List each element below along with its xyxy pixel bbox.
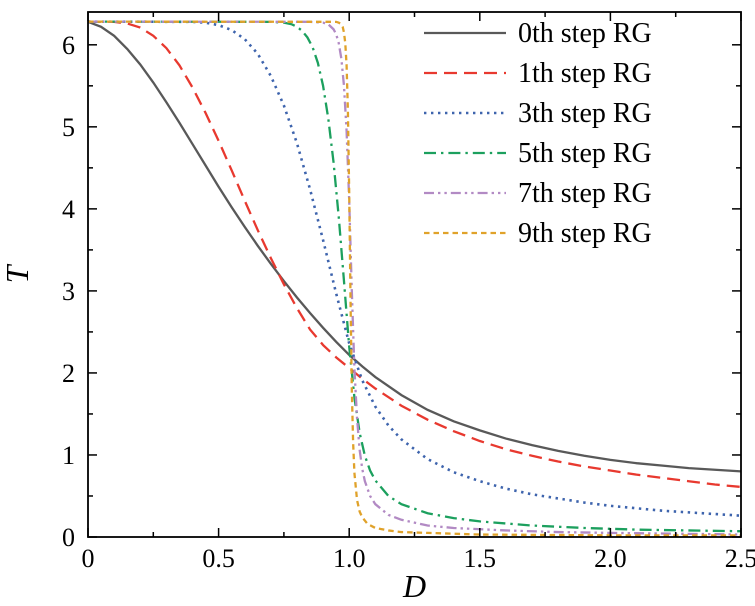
curve-1th-step-rg [87,20,742,489]
legend-label-1th-step-rg: 1th step RG [518,58,652,89]
x-tick-label: 1.0 [333,544,366,573]
legend-entry-9th-step-rg: 9th step RG [424,218,652,249]
x-tick-label: 2.5 [725,544,755,573]
legend-label-7th-step-rg: 7th step RG [518,178,652,209]
y-tick-label: 0 [62,523,75,552]
y-tick-label: 2 [62,359,75,388]
legend-label-5th-step-rg: 5th step RG [518,138,652,169]
curve-3th-step-rg [87,20,742,517]
legend-label-3th-step-rg: 3th step RG [518,98,652,129]
legend-entry-1th-step-rg: 1th step RG [424,58,652,89]
y-axis-label: T [0,263,35,283]
y-tick-label: 4 [62,195,75,224]
legend-entry-7th-step-rg: 7th step RG [424,178,652,209]
curve-9th-step-rg [87,20,741,537]
plot-frame [87,11,742,538]
x-tick-label: 2.0 [594,544,627,573]
y-tick-label: 5 [62,113,75,142]
y-tick-label: 1 [62,441,75,470]
x-axis-label: D [402,568,426,604]
y-tick-label: 3 [62,277,75,306]
x-tick-label: 0 [82,544,95,573]
curve-7th-step-rg [87,20,742,536]
legend-entry-0th-step-rg: 0th step RG [424,18,652,49]
x-tick-label: 0.5 [202,544,235,573]
legend-label-9th-step-rg: 9th step RG [518,218,652,249]
legend-entry-3th-step-rg: 3th step RG [424,98,652,129]
x-tick-label: 1.5 [464,544,497,573]
legend-entry-5th-step-rg: 5th step RG [424,138,652,169]
y-tick-label: 6 [62,31,75,60]
curve-0th-step-rg [87,20,742,473]
legend-label-0th-step-rg: 0th step RG [518,18,652,49]
